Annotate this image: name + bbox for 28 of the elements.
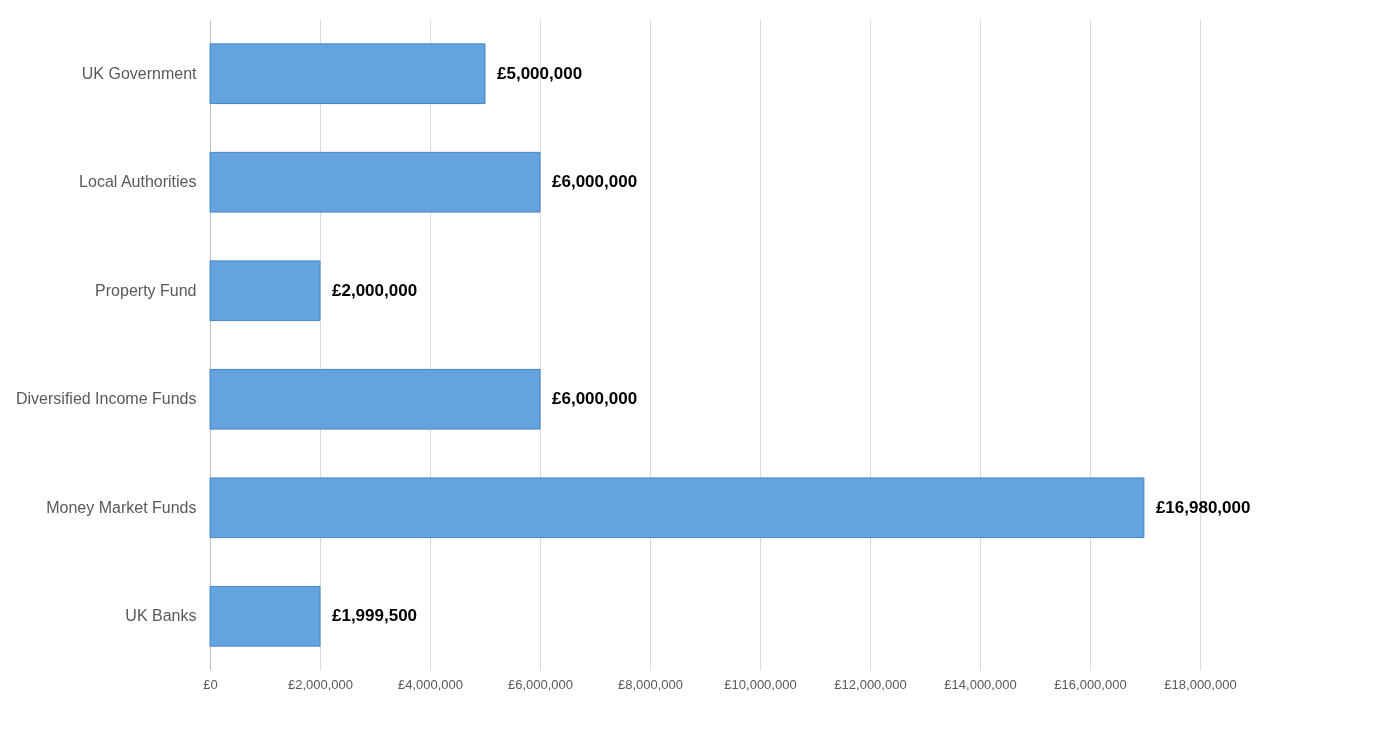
x-tick-label: £2,000,000 bbox=[287, 676, 354, 692]
x-tick-label: £14,000,000 bbox=[944, 676, 1017, 692]
y-tick-label: Diversified Income Funds bbox=[15, 390, 197, 408]
bar bbox=[209, 368, 541, 430]
bar bbox=[209, 585, 321, 647]
data-label: £6,000,000 bbox=[552, 389, 638, 409]
x-tick-label: £8,000,000 bbox=[617, 676, 684, 692]
x-tick-label: £18,000,000 bbox=[1164, 676, 1237, 692]
x-tick-label: £16,000,000 bbox=[1054, 676, 1127, 692]
y-tick-label: UK Banks bbox=[125, 607, 197, 625]
data-label: £1,999,500 bbox=[331, 606, 418, 626]
x-tick-label: £6,000,000 bbox=[507, 676, 574, 692]
bar bbox=[209, 151, 541, 213]
y-tick-label: Money Market Funds bbox=[46, 498, 197, 516]
x-tick-label: £0 bbox=[203, 676, 218, 692]
data-label: £2,000,000 bbox=[332, 280, 418, 300]
bar bbox=[209, 260, 321, 322]
y-tick-label: Local Authorities bbox=[79, 173, 197, 191]
x-tick-label: £4,000,000 bbox=[397, 676, 464, 692]
bar bbox=[209, 477, 1145, 539]
x-tick-label: £10,000,000 bbox=[724, 676, 797, 692]
x-tick-label: £12,000,000 bbox=[834, 676, 907, 692]
data-label: £5,000,000 bbox=[497, 63, 583, 83]
data-label: £16,980,000 bbox=[1155, 497, 1251, 517]
bar bbox=[209, 43, 486, 105]
y-tick-label: Property Fund bbox=[95, 281, 197, 299]
data-label: £6,000,000 bbox=[552, 172, 638, 192]
y-tick-label: UK Government bbox=[81, 64, 198, 82]
